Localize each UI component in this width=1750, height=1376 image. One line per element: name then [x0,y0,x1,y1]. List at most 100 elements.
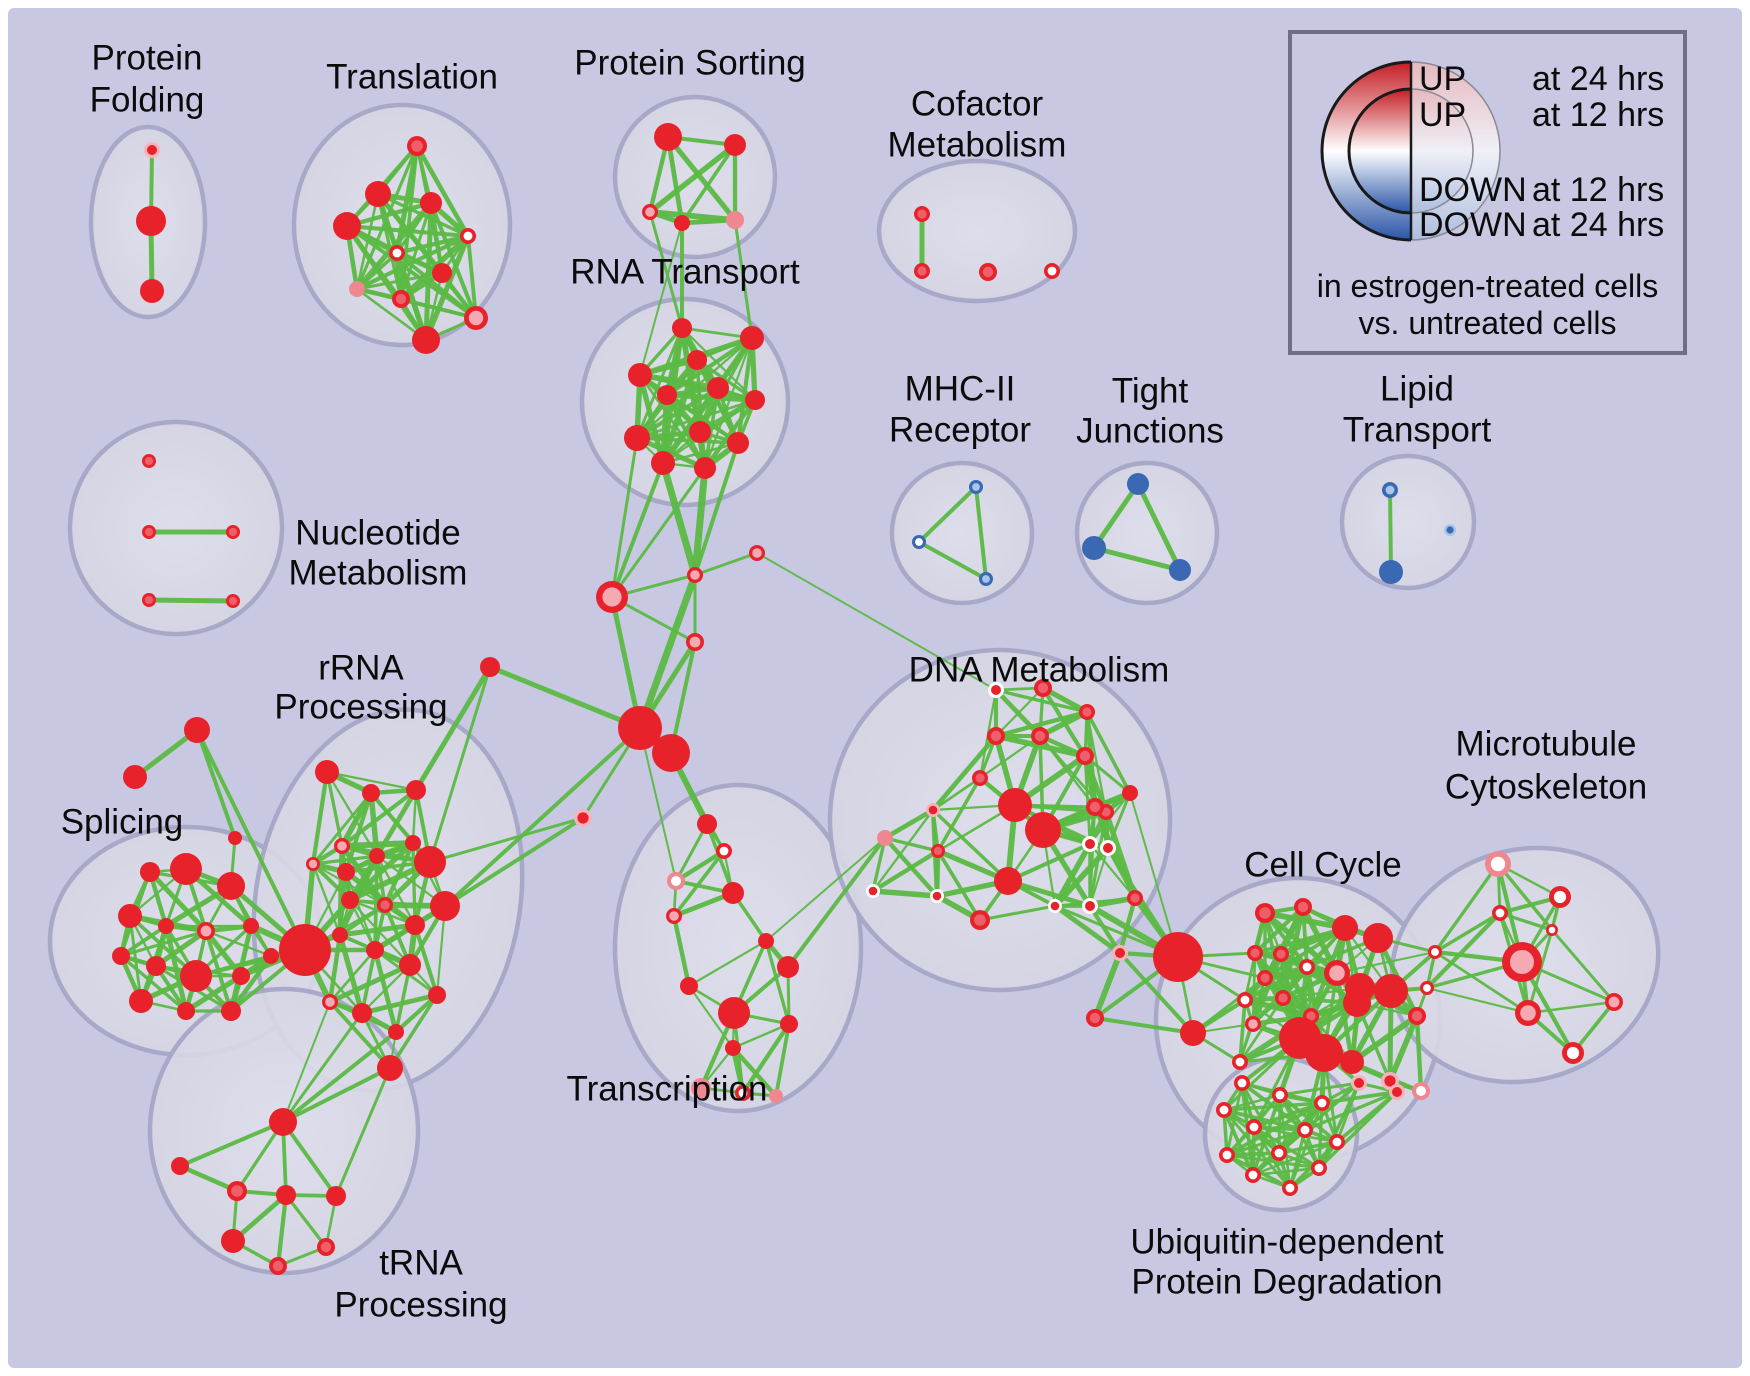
gene-node-core [1259,907,1271,919]
interaction-edge [731,1022,791,1050]
interaction-edge [428,816,585,864]
interaction-edge [764,939,791,1026]
legend-row-time: at 12 hrs [1532,96,1664,134]
gene-node-core [738,1088,748,1098]
gene-node [1379,560,1403,584]
interaction-edge [703,336,754,470]
gene-node [718,997,750,1029]
interaction-edge [993,709,1090,739]
cluster-ellipse-lipid-transport [1339,453,1477,591]
gene-node-core [1520,1005,1536,1021]
interaction-edge [146,597,236,604]
interaction-edge [119,924,168,958]
gene-node-core [1249,1122,1259,1132]
gene-node [406,780,426,800]
gene-node-core [577,812,589,824]
legend-row-time: at 24 hrs [1532,60,1664,98]
gene-node [1127,473,1149,495]
interaction-edge [1355,1001,1392,1083]
gene-node [405,915,425,935]
interaction-edge [1303,1090,1399,1132]
gene-node-core [719,846,729,856]
interaction-edge [1087,903,1123,956]
interaction-edge [1433,862,1500,954]
gene-node-core [1548,926,1556,934]
interaction-edge [665,393,740,445]
gene-node [180,960,212,992]
interaction-edge [411,841,417,927]
gene-node-core [1101,807,1111,817]
gene-node [707,377,729,399]
interaction-edge [610,461,665,599]
interaction-edge [635,436,740,445]
interaction-edge [360,963,412,1015]
gene-node-core [1297,901,1309,913]
gene-node [691,1078,711,1098]
interaction-edge [327,962,413,1005]
gene-node [480,657,500,677]
interaction-edge [1225,1128,1307,1157]
gene-node-core [1302,962,1312,972]
interaction-edge [735,335,755,446]
gene-node [674,215,690,231]
interaction-edge [153,928,209,969]
gene-node-core [991,685,1001,695]
interaction-edge [740,1021,792,1096]
interaction-edge [774,1022,791,1098]
interaction-edge [339,787,419,849]
interaction-edge [281,1066,392,1124]
cluster-label-mhc-ii-receptor: Receptor [889,411,1031,450]
gene-node-core [272,1260,284,1272]
gene-node [326,1186,346,1206]
interaction-edge [672,849,726,918]
gene-node-core [1089,801,1101,813]
gene-node-core [1300,1125,1310,1135]
gene-node [171,1157,189,1175]
gene-node [657,385,677,405]
interaction-edge [443,726,642,908]
gene-node [399,954,421,976]
interaction-edge [1425,986,1530,1015]
legend-row-time: at 12 hrs [1532,171,1664,209]
gene-node [420,192,442,214]
gene-node-core [228,596,238,606]
interaction-edge [344,223,471,239]
gene-node-core [1392,1087,1402,1097]
gene-node [680,977,698,995]
cluster-label-splicing: Splicing [61,803,184,842]
gene-node-core [1050,901,1060,911]
legend-row-time: at 24 hrs [1532,206,1664,244]
interaction-edge [1222,1108,1307,1132]
interaction-edge [281,1120,338,1198]
interaction-edge [664,392,758,403]
interaction-edge [978,904,1057,922]
gene-node-core [337,841,347,851]
gene-node-core [1085,901,1095,911]
interaction-edge [917,540,988,581]
interaction-edge [635,326,684,440]
gene-node-core [1608,996,1620,1008]
gene-node [745,390,765,410]
gene-node [118,904,142,928]
gene-node-core [1431,948,1439,956]
gene-node [726,211,744,229]
legend-row-label: UP [1419,60,1466,98]
gene-node-core [1553,890,1567,904]
gene-node [276,1185,296,1205]
interaction-edge [327,932,343,1005]
interaction-edge [687,939,768,988]
cluster-ellipse-transcription [612,782,864,1114]
cluster-label-microtubule-cytoskeleton: Cytoskeleton [1445,768,1647,807]
gene-node-core [690,570,700,580]
gene-node-core [1079,750,1091,762]
gene-node [994,867,1022,895]
gene-node-core [468,310,484,326]
interaction-edge [1005,878,1093,909]
interaction-edge [428,200,479,321]
gene-node-core [1566,1046,1580,1060]
legend-footer-line: in estrogen-treated cells [1317,268,1659,304]
gene-node-core [1260,973,1270,983]
gene-node-core [932,891,942,901]
interaction-edge [1243,951,1257,1002]
